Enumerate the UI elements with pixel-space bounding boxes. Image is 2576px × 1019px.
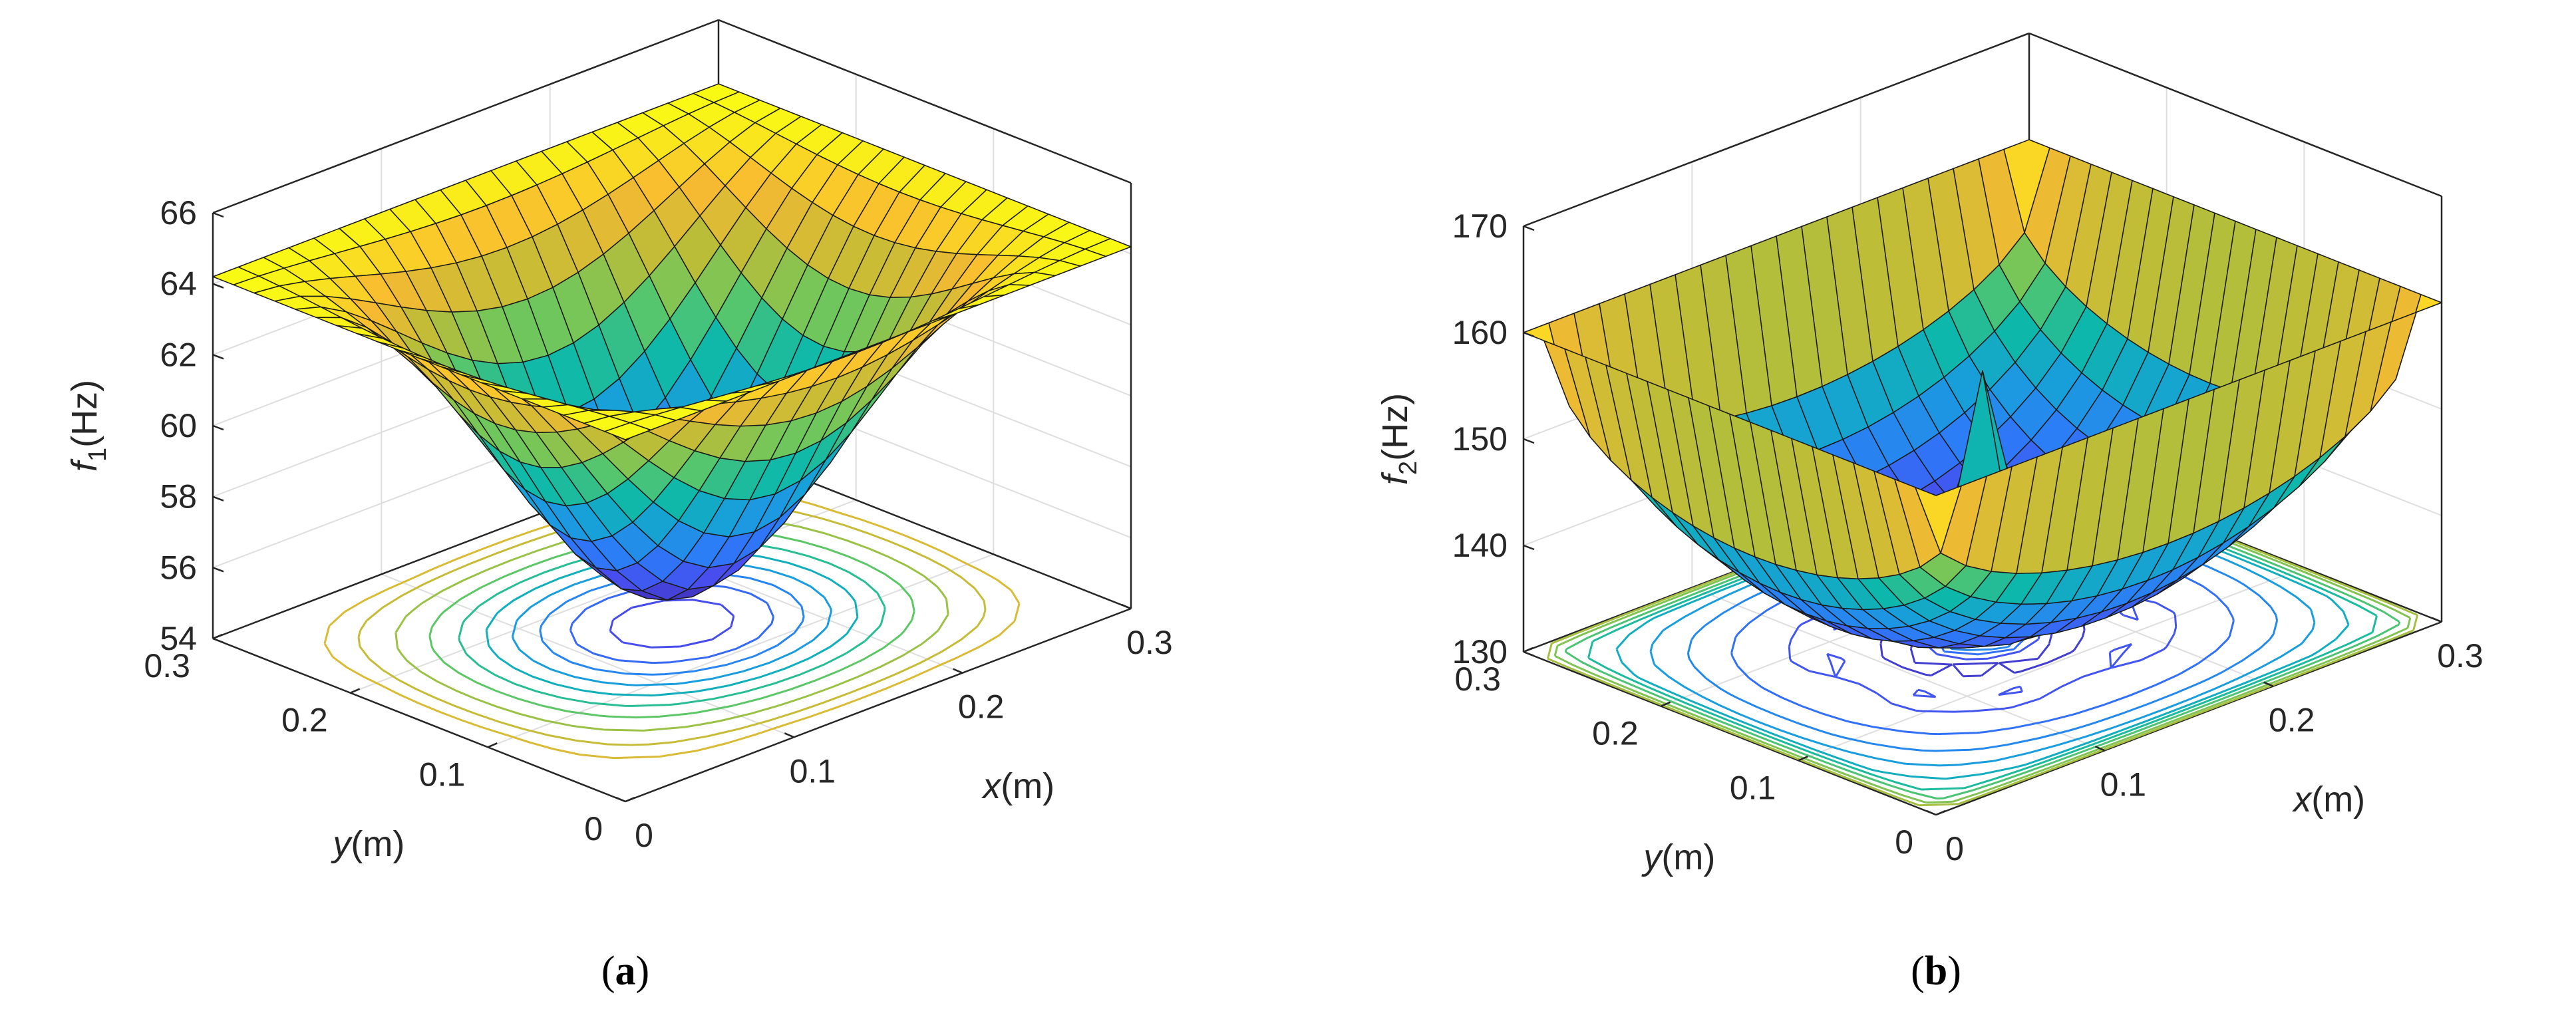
x-tick-mark — [615, 796, 626, 803]
x-tick-label: 0 — [635, 817, 653, 854]
x-axis-label: x(m) — [981, 766, 1054, 806]
z-tick-mark — [212, 283, 224, 289]
axis-box-edge — [2028, 32, 2442, 198]
z-tick-label: 170 — [1452, 208, 1508, 245]
x-tick-mark — [953, 668, 963, 674]
x-tick-mark — [1926, 809, 1937, 816]
z-tick-mark — [1523, 651, 1535, 657]
y-axis-label: y(m) — [330, 824, 404, 864]
axis-box-edge — [212, 19, 719, 214]
x-tick-mark — [2432, 617, 2442, 623]
y-tick-label: 0.1 — [1730, 769, 1776, 806]
contour-line — [458, 540, 886, 707]
z-tick-mark — [212, 567, 224, 573]
surface — [212, 83, 1132, 601]
z-tick-label: 56 — [160, 549, 197, 586]
x-tick-label: 0.3 — [2437, 637, 2484, 674]
x-axis-label: x(m) — [2291, 780, 2365, 819]
y-tick-mark — [212, 633, 223, 640]
axis-box-edge — [1935, 621, 2442, 816]
z-tick-mark — [212, 637, 224, 644]
x-tick-label: 0.2 — [958, 688, 1005, 726]
x-tick-label: 0.1 — [2100, 766, 2147, 803]
y-tick-label: 0 — [584, 810, 603, 847]
x-tick-label: 0 — [1945, 830, 1964, 867]
x-tick-label: 0.2 — [2269, 702, 2315, 739]
z-tick-label: 60 — [160, 407, 197, 444]
axis-box-edge — [625, 607, 1132, 803]
surface — [1523, 139, 2442, 649]
z-tick-label: 54 — [160, 620, 197, 657]
y-tick-label: 0.1 — [419, 756, 466, 793]
z-tick-label: 150 — [1452, 420, 1508, 458]
y-tick-mark — [625, 796, 635, 803]
y-tick-mark — [487, 742, 498, 748]
z-tick-label: 130 — [1452, 633, 1508, 670]
z-tick-label: 140 — [1452, 527, 1508, 564]
x-tick-mark — [2094, 746, 2105, 752]
y-tick-label: 0.3 — [1454, 660, 1501, 698]
x-tick-mark — [784, 732, 794, 738]
z-tick-mark — [212, 424, 224, 431]
z-tick-mark — [1523, 225, 1535, 231]
y-tick-label: 0.2 — [1592, 715, 1639, 752]
panel-b: 130 140 150 160 170 0 0.1 0.2 0.3 0 0.1 0.2 0.3 f2(Hz… — [1375, 32, 2484, 994]
y-tick-mark — [1661, 701, 1671, 707]
y-grid-line — [487, 553, 994, 748]
z-tick-label: 58 — [160, 478, 197, 515]
z-tick-label: 66 — [160, 194, 197, 231]
axis-box-edge — [1523, 651, 1937, 816]
z-axis-label: f1(Hz) — [65, 380, 112, 472]
axis-box-edge — [212, 637, 626, 803]
y-axis-label: y(m) — [1641, 837, 1715, 877]
axis-box-edge — [1523, 32, 2030, 227]
axis-box-edge — [718, 19, 1132, 184]
y-tick-mark — [1798, 756, 1808, 762]
x-grid-line — [381, 573, 794, 738]
x-tick-label: 0.3 — [1126, 624, 1173, 661]
y-tick-mark — [1523, 647, 1533, 653]
surface-cell — [1915, 485, 1962, 554]
surface-cell — [604, 422, 651, 440]
y-tick-label: 0 — [1895, 823, 1913, 861]
z-tick-mark — [212, 354, 224, 360]
z-tick-label: 160 — [1452, 314, 1508, 351]
z-tick-label: 64 — [160, 265, 197, 303]
y-tick-mark — [350, 688, 361, 694]
panel-a: 54 56 58 60 62 64 66 0 0.1 0.2 0.3 0 0.1 0.2 0.3 f1(Hz)… — [65, 19, 1173, 994]
contour-line — [609, 599, 735, 649]
z-tick-mark — [1523, 544, 1535, 551]
x-tick-label: 0.1 — [790, 752, 836, 790]
z-tick-mark — [212, 212, 224, 218]
x-tick-mark — [1121, 603, 1132, 610]
y-tick-label: 0.2 — [281, 702, 328, 739]
y-tick-label: 0.3 — [144, 647, 190, 684]
z-tick-mark — [1523, 331, 1535, 338]
y-tick-mark — [1935, 809, 1946, 816]
x-tick-mark — [2263, 681, 2274, 687]
z-tick-mark — [212, 496, 224, 502]
z-axis-label: f2(Hz) — [1375, 393, 1422, 485]
z-tick-label: 62 — [160, 336, 197, 373]
z-tick-mark — [1523, 438, 1535, 444]
panel-label: (b) — [1911, 948, 1961, 994]
panel-label: (a) — [601, 948, 649, 994]
